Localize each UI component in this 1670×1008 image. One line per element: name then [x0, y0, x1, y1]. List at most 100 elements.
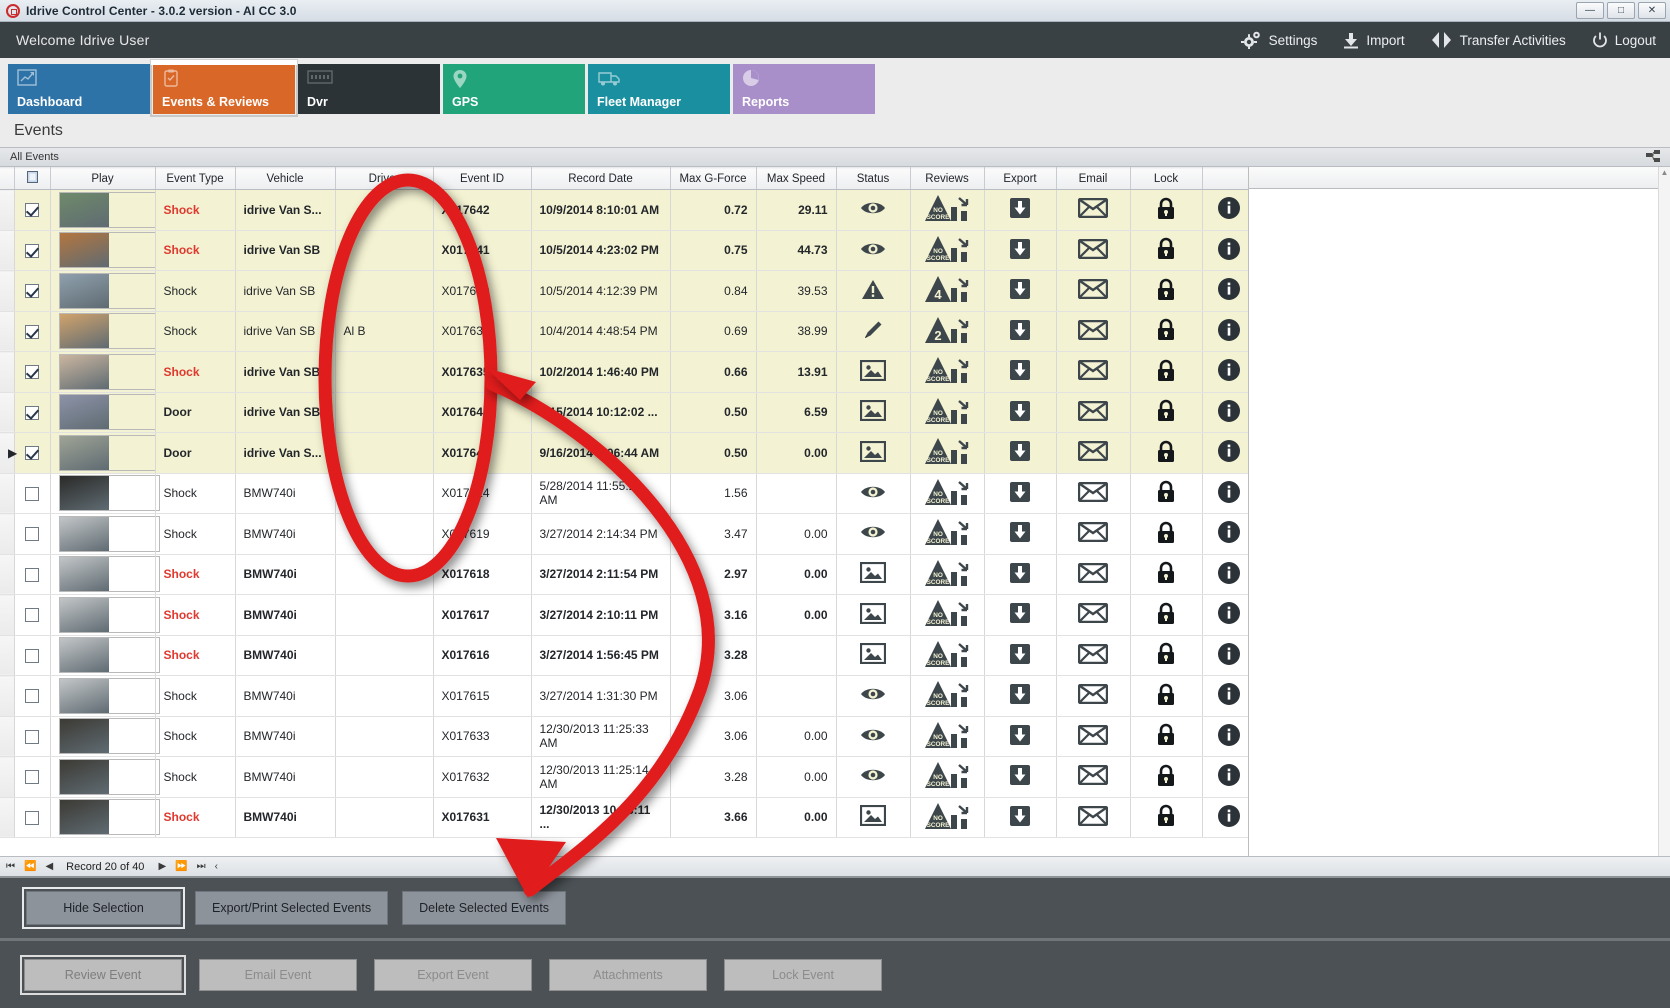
cell-info[interactable] [1202, 432, 1248, 474]
info-circle-icon[interactable] [1217, 601, 1241, 628]
thumbnail-pair[interactable] [58, 232, 160, 269]
thumbnail-pair[interactable] [58, 556, 160, 593]
cell-lock[interactable] [1130, 189, 1203, 231]
row-select-checkbox[interactable] [14, 189, 51, 231]
cell-email[interactable] [1056, 594, 1131, 636]
checkbox-icon[interactable] [25, 324, 39, 339]
checkbox-icon[interactable] [25, 243, 39, 258]
cell-email[interactable] [1056, 189, 1131, 231]
info-circle-icon[interactable] [1217, 642, 1241, 669]
action-button-email-event[interactable]: Email Event [199, 958, 357, 991]
checkbox-icon[interactable] [25, 567, 39, 582]
cell-status[interactable] [836, 311, 911, 352]
cell-info[interactable] [1202, 716, 1248, 757]
cell-export[interactable] [984, 675, 1057, 717]
download-box-icon[interactable] [1009, 197, 1031, 222]
checkbox-icon[interactable] [25, 648, 39, 663]
info-circle-icon[interactable] [1217, 358, 1241, 385]
eye-icon[interactable] [860, 524, 886, 543]
table-row[interactable]: Shock BMW740i X017617 3/27/2014 2:10:11 … [0, 594, 1248, 636]
eye-icon[interactable] [860, 200, 886, 219]
pencil-icon[interactable] [862, 319, 884, 344]
close-button[interactable]: ✕ [1638, 2, 1666, 19]
cell-status[interactable] [836, 716, 911, 757]
envelope-icon[interactable] [1077, 765, 1109, 788]
info-circle-icon[interactable] [1217, 277, 1241, 304]
row-select-checkbox[interactable] [14, 716, 51, 757]
image-icon[interactable] [859, 400, 887, 424]
cell-export[interactable] [984, 392, 1057, 433]
envelope-icon[interactable] [1077, 481, 1109, 505]
cell-info[interactable] [1202, 473, 1248, 514]
thumbnail-pair[interactable] [58, 434, 160, 471]
thumbnail-pair[interactable] [58, 637, 160, 674]
image-icon[interactable] [859, 602, 887, 627]
row-select-checkbox[interactable] [14, 635, 51, 676]
info-circle-icon[interactable] [1217, 723, 1241, 750]
cell-reviews[interactable]: NO SCORE [910, 392, 985, 433]
play-thumbnails[interactable] [50, 716, 160, 757]
eye-icon[interactable] [860, 727, 886, 746]
checkbox-icon[interactable] [25, 365, 39, 380]
col-header-max-speed[interactable]: Max Speed [756, 167, 837, 190]
padlock-icon[interactable] [1156, 440, 1176, 466]
info-circle-icon[interactable] [1217, 520, 1241, 547]
envelope-icon[interactable] [1077, 238, 1109, 262]
warning-icon[interactable] [861, 279, 885, 303]
col-header-event-id[interactable]: Event ID [433, 167, 532, 190]
nav-tab-fleet-manager[interactable]: Fleet Manager [588, 64, 730, 114]
col-header-driver[interactable]: Driver [335, 167, 434, 190]
play-thumbnails[interactable] [50, 594, 160, 636]
download-box-icon[interactable] [1009, 359, 1031, 384]
events-table-scroll-area[interactable]: Play Event Type Vehicle Driver Event ID … [0, 167, 1249, 856]
cell-export[interactable] [984, 756, 1057, 798]
cell-export[interactable] [984, 797, 1057, 838]
image-icon[interactable] [859, 805, 887, 829]
eye-icon[interactable] [860, 484, 886, 503]
nav-tab-events-and-reviews[interactable]: Events & Reviews [150, 59, 298, 117]
review-score-icon[interactable]: NO SCORE [924, 558, 970, 591]
padlock-icon[interactable] [1156, 723, 1176, 749]
play-thumbnails[interactable] [50, 311, 160, 352]
download-box-icon[interactable] [1009, 319, 1031, 344]
padlock-icon[interactable] [1156, 318, 1176, 344]
padlock-icon[interactable] [1156, 480, 1176, 506]
envelope-icon[interactable] [1077, 319, 1109, 343]
image-icon[interactable] [859, 440, 887, 465]
row-select-checkbox[interactable] [14, 230, 51, 271]
info-circle-icon[interactable] [1217, 763, 1241, 790]
cell-email[interactable] [1056, 392, 1131, 433]
table-row[interactable]: Shock idrive Van SB X017641 10/5/2014 4:… [0, 230, 1248, 271]
padlock-icon[interactable] [1156, 804, 1176, 830]
play-thumbnails[interactable] [50, 230, 160, 271]
col-header-email[interactable]: Email [1056, 167, 1131, 190]
thumbnail-pair[interactable] [58, 191, 160, 228]
info-circle-icon[interactable] [1217, 480, 1241, 507]
cell-lock[interactable] [1130, 716, 1203, 757]
cell-status[interactable] [836, 351, 911, 393]
envelope-icon[interactable] [1077, 724, 1109, 748]
nav-add-record-button[interactable]: ‹ [214, 861, 218, 872]
cell-reviews[interactable]: NO SCORE [910, 797, 985, 838]
envelope-icon[interactable] [1077, 279, 1109, 302]
cell-reviews[interactable]: NO SCORE [910, 513, 985, 555]
padlock-icon[interactable] [1156, 683, 1176, 709]
action-button-export-print-selected-events[interactable]: Export/Print Selected Events [195, 891, 389, 925]
checkbox-icon[interactable] [25, 446, 39, 461]
row-select-checkbox[interactable] [14, 594, 51, 636]
cell-info[interactable] [1202, 270, 1248, 312]
padlock-icon[interactable] [1156, 399, 1176, 425]
cell-info[interactable] [1202, 756, 1248, 798]
review-score-icon[interactable]: NO SCORE [924, 436, 970, 469]
cell-info[interactable] [1202, 513, 1248, 555]
action-button-hide-selection[interactable]: Hide Selection [22, 887, 185, 929]
cell-export[interactable] [984, 716, 1057, 757]
col-header-lock[interactable]: Lock [1130, 167, 1203, 190]
cell-lock[interactable] [1130, 432, 1203, 474]
play-thumbnails[interactable] [50, 635, 160, 676]
cell-lock[interactable] [1130, 230, 1203, 271]
info-circle-icon[interactable] [1217, 804, 1241, 831]
maximize-button[interactable]: □ [1607, 2, 1635, 19]
col-header-play[interactable]: Play [50, 167, 156, 190]
envelope-icon[interactable] [1077, 562, 1109, 586]
